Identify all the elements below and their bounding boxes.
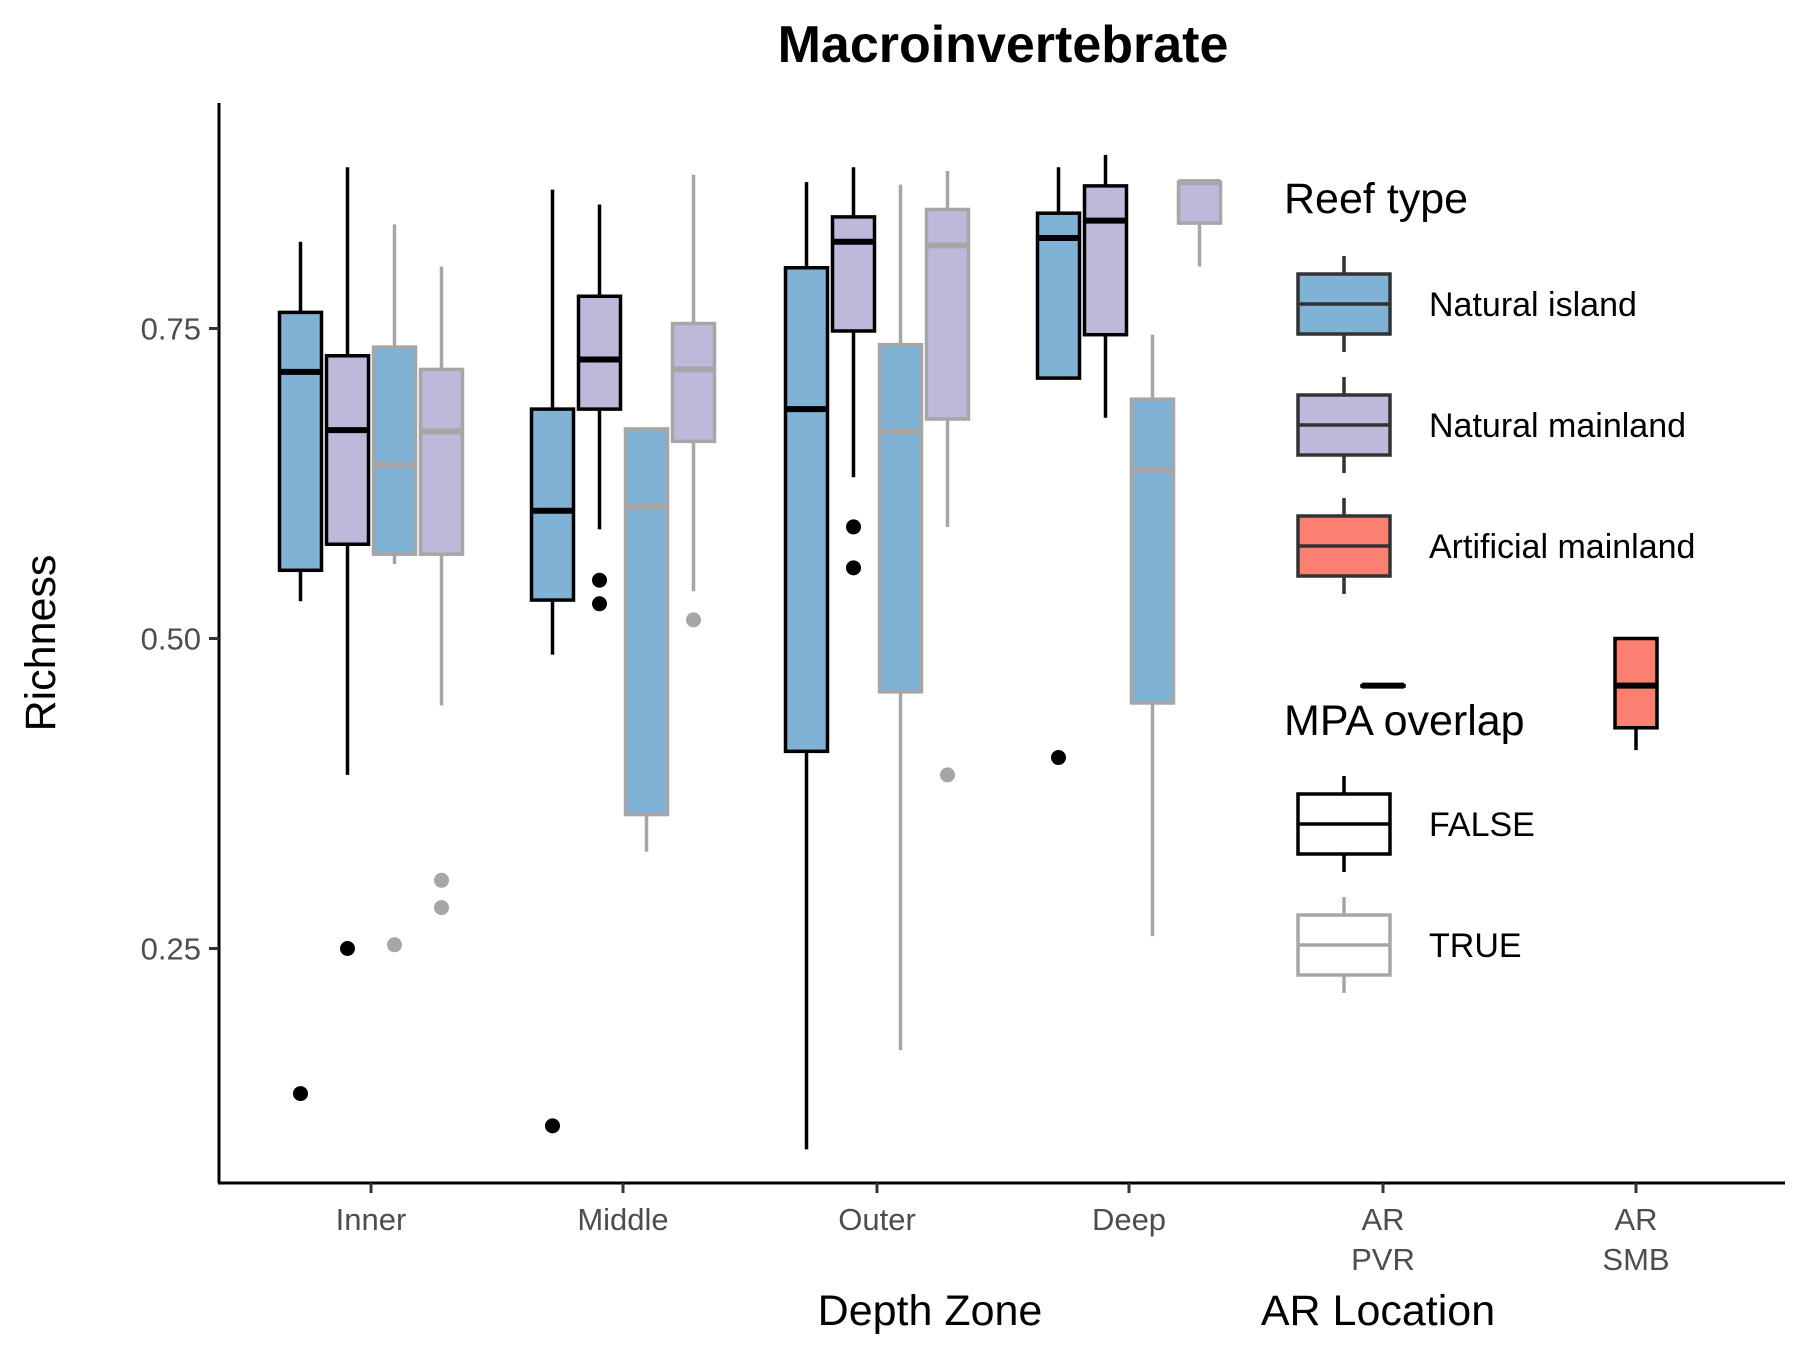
x-axis-ticks: Inner Middle Outer Deep AR PVR AR SMB	[336, 1183, 1670, 1277]
x-tick-label-ar-pvr-line-1: AR	[1361, 1202, 1404, 1237]
legend-label-artificial-mainland: Artificial mainland	[1429, 528, 1695, 566]
box-middle-natural-mainland-false-outlier-2	[592, 572, 607, 588]
box-outer-natural-mainland-false	[830, 167, 877, 576]
box-inner-natural-mainland-false	[324, 167, 371, 956]
box-middle-natural-mainland-false	[576, 204, 623, 612]
box-inner-natural-island-true	[371, 224, 418, 953]
box-outer-natural-island-false-iqr-box	[783, 265, 830, 754]
box-outer-natural-mainland-true	[924, 171, 971, 783]
box-outer-natural-island-true-iqr-box	[877, 342, 924, 694]
box-inner-natural-island-false-iqr-box	[277, 310, 324, 573]
box-outer-natural-mainland-false-iqr-box	[830, 215, 877, 333]
box-ar-pvr-artificial-mainland-false	[1360, 682, 1406, 689]
box-middle-natural-mainland-true	[670, 174, 717, 628]
box-middle-natural-island-true-iqr-box	[623, 427, 670, 817]
box-inner-natural-mainland-true	[418, 266, 465, 916]
box-deep-natural-mainland-false	[1082, 154, 1129, 418]
y-tick-label-0: 0.25	[141, 932, 201, 967]
box-inner-natural-mainland-true-iqr-box	[418, 367, 465, 556]
legend-key-true	[1296, 897, 1392, 993]
box-inner-natural-island-true-outlier-1	[387, 937, 402, 953]
box-deep-natural-island-false	[1035, 167, 1082, 766]
box-deep-natural-island-true	[1129, 334, 1176, 937]
y-axis-title: Richness	[17, 555, 65, 732]
legend-title-mpa-overlap: MPA overlap	[1284, 697, 1525, 745]
box-inner-natural-island-false	[277, 241, 324, 1102]
x-axis-title-secondary: AR Location	[1261, 1287, 1495, 1335]
box-middle-natural-island-true	[623, 427, 670, 852]
legend-label-natural-island: Natural island	[1429, 286, 1637, 324]
box-inner-natural-mainland-true-outlier-1	[434, 900, 449, 916]
box-outer-natural-mainland-true-outlier-1	[940, 767, 955, 783]
box-deep-natural-mainland-false-iqr-box	[1082, 184, 1129, 337]
x-axis-title: Depth Zone	[818, 1287, 1043, 1335]
box-middle-natural-island-false-iqr-box	[529, 407, 576, 602]
legend-key-artificial-mainland	[1296, 498, 1392, 594]
y-tick-label-2: 0.75	[141, 312, 201, 347]
x-tick-label-outer: Outer	[838, 1202, 916, 1237]
box-middle-natural-mainland-false-iqr-box	[576, 294, 623, 411]
box-inner-natural-mainland-false-outlier-1	[340, 941, 355, 956]
box-deep-natural-island-false-outlier-1	[1051, 750, 1066, 766]
box-inner-natural-island-true-iqr-box	[371, 345, 418, 556]
chart-title: Macroinvertebrate	[778, 16, 1229, 74]
box-middle-natural-mainland-true-outlier-1	[686, 612, 701, 628]
box-middle-natural-mainland-false-outlier-1	[592, 596, 607, 612]
box-outer-natural-mainland-false-outlier-1	[846, 560, 861, 576]
legend-title-reef-type: Reef type	[1284, 175, 1468, 223]
box-outer-natural-mainland-false-outlier-2	[846, 519, 861, 535]
box-outer-natural-island-false	[783, 182, 830, 1150]
x-tick-label-ar-smb-line-2: SMB	[1602, 1242, 1669, 1277]
y-tick-label-1: 0.50	[141, 622, 201, 657]
box-deep-natural-mainland-true	[1176, 179, 1223, 267]
legend-label-false: FALSE	[1429, 806, 1535, 844]
box-deep-natural-island-true-iqr-box	[1129, 397, 1176, 705]
plot-area	[277, 154, 1659, 1150]
box-outer-natural-island-true	[877, 184, 924, 1051]
box-middle-natural-island-false-outlier-1	[545, 1118, 560, 1134]
legend: Reef type Natural island Natural mainland A…	[1284, 175, 1695, 993]
x-tick-label-deep: Deep	[1092, 1202, 1166, 1237]
box-inner-natural-island-false-outlier-1	[293, 1086, 308, 1102]
box-ar-smb-artificial-mainland-false	[1613, 636, 1659, 751]
x-tick-label-ar-pvr-line-2: PVR	[1351, 1242, 1415, 1277]
box-deep-natural-mainland-true-iqr-box	[1176, 180, 1223, 225]
legend-key-natural-island	[1296, 256, 1392, 352]
x-tick-label-inner: Inner	[336, 1202, 407, 1237]
legend-label-true: TRUE	[1429, 927, 1522, 965]
box-inner-natural-mainland-true-outlier-2	[434, 872, 449, 888]
legend-key-natural-mainland	[1296, 377, 1392, 473]
legend-label-natural-mainland: Natural mainland	[1429, 407, 1686, 445]
y-axis-ticks: 0.25 0.50 0.75	[141, 312, 219, 967]
box-middle-natural-mainland-true-iqr-box	[670, 321, 717, 444]
x-tick-label-ar-smb-line-1: AR	[1614, 1202, 1657, 1237]
box-inner-natural-mainland-false-iqr-box	[324, 354, 371, 547]
legend-key-false	[1296, 776, 1392, 872]
box-outer-natural-mainland-true-iqr-box	[924, 207, 971, 421]
box-middle-natural-island-false	[529, 189, 576, 1134]
x-tick-label-middle: Middle	[577, 1202, 668, 1237]
